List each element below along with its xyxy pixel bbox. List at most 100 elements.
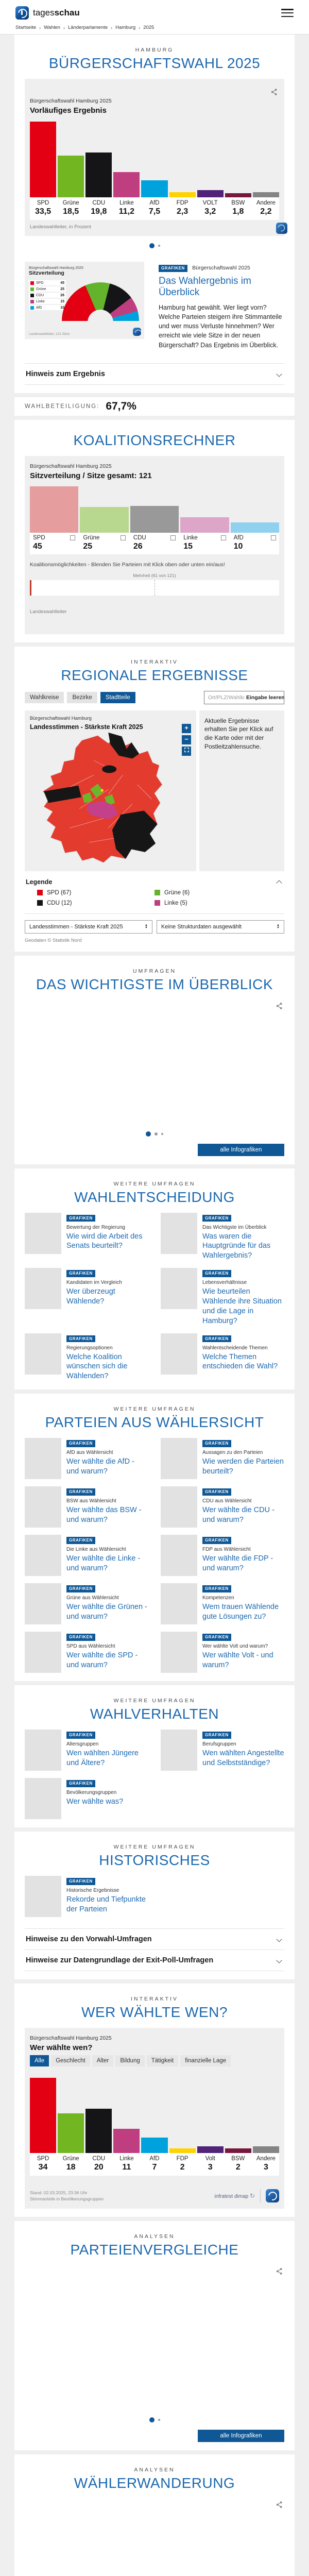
- breadcrumb-item[interactable]: Länderparlamente: [68, 25, 108, 30]
- teaser-headline[interactable]: Wen wählten Jüngere und Ältere?: [66, 1749, 139, 1767]
- coalition-bar[interactable]: [130, 505, 179, 533]
- teaser-headline[interactable]: Wer wählte die Linke - und warum?: [66, 1554, 141, 1572]
- result-bar[interactable]: [252, 192, 279, 197]
- teaser-headline[interactable]: Wie wird die Arbeit des Senats beurteilt…: [66, 1232, 143, 1250]
- teaser-thumbnail[interactable]: [161, 1632, 197, 1673]
- zoom-out-button[interactable]: −: [182, 735, 191, 744]
- teaser-headline[interactable]: Wer wählte die CDU - und warum?: [202, 1506, 274, 1524]
- seat-distribution-card[interactable]: Bürgerschaftswahl Hamburg 2025 Sitzverte…: [25, 262, 144, 339]
- chevron-up-icon[interactable]: [276, 880, 282, 886]
- teaser-thumbnail[interactable]: [161, 1212, 197, 1254]
- carousel-dot[interactable]: [161, 1132, 163, 1135]
- www-bar[interactable]: [113, 2128, 140, 2154]
- teaser-headline[interactable]: Was waren die Hauptgründe für das Wahler…: [202, 1232, 271, 1260]
- teaser-thumbnail[interactable]: [161, 1730, 197, 1771]
- coalition-bar[interactable]: [80, 506, 129, 533]
- teaser-thumbnail[interactable]: [25, 1486, 61, 1528]
- coalition-bar[interactable]: [30, 486, 79, 533]
- carousel-dot[interactable]: [149, 243, 154, 248]
- breadcrumb-item[interactable]: Wahlen: [44, 25, 60, 30]
- tab-wahlkreise[interactable]: Wahlkreise: [25, 691, 64, 703]
- party-checkbox[interactable]: [220, 535, 226, 540]
- teaser-thumbnail[interactable]: [25, 1583, 61, 1625]
- teaser-headline[interactable]: Wer wählte die Grünen - und warum?: [66, 1603, 147, 1621]
- teaser-thumbnail[interactable]: [25, 1333, 61, 1375]
- carousel-dot[interactable]: [158, 245, 160, 247]
- www-bar[interactable]: [58, 2113, 84, 2154]
- tab-taetigkeit[interactable]: Tätigkeit: [146, 2055, 179, 2067]
- clear-input-button[interactable]: Eingabe leeren: [246, 694, 285, 701]
- map-reset-button[interactable]: [182, 746, 191, 756]
- tab-alle[interactable]: Alle: [30, 2055, 49, 2067]
- teaser-headline[interactable]: Wen wählten Angestellte und Selbstständi…: [202, 1749, 284, 1767]
- teaser-thumbnail[interactable]: [25, 1438, 61, 1480]
- accordion-vorwahl-umfragen[interactable]: Hinweise zu den Vorwahl-Umfragen: [25, 1928, 284, 1950]
- hamburger-menu-icon[interactable]: [281, 9, 294, 17]
- teaser-thumbnail[interactable]: [25, 1535, 61, 1577]
- share-icon[interactable]: [276, 2501, 283, 2509]
- coalition-bar[interactable]: [230, 522, 280, 533]
- party-checkbox[interactable]: [271, 535, 277, 540]
- result-bar[interactable]: [169, 192, 196, 197]
- tagesschau-logo[interactable]: tagesschau: [15, 6, 80, 20]
- tab-alter[interactable]: Alter: [92, 2055, 114, 2067]
- coalition-bar[interactable]: [180, 517, 229, 533]
- teaser-thumbnail[interactable]: [161, 1535, 197, 1577]
- carousel-dot[interactable]: [154, 1132, 158, 1136]
- teaser-headline[interactable]: Wer wählte Volt - und warum?: [202, 1651, 273, 1669]
- www-bar[interactable]: [225, 2148, 251, 2154]
- teaser-thumbnail[interactable]: [25, 1212, 61, 1254]
- teaser-thumbnail[interactable]: [25, 1876, 61, 1918]
- www-bar[interactable]: [252, 2146, 279, 2154]
- accordion-result-note[interactable]: Hinweis zum Ergebnis: [25, 363, 284, 385]
- teaser-headline[interactable]: Wer überzeugt Wählende?: [66, 1287, 115, 1306]
- teaser-thumbnail[interactable]: [25, 1632, 61, 1673]
- www-bar[interactable]: [141, 2137, 168, 2154]
- zoom-in-button[interactable]: +: [182, 723, 191, 733]
- map-layer-select[interactable]: Landesstimmen - Stärkste Kraft 2025 ▲ ▼: [25, 920, 152, 934]
- share-icon[interactable]: [276, 1002, 283, 1010]
- www-bar[interactable]: [197, 2146, 224, 2154]
- structure-data-select[interactable]: Keine Strukturdaten ausgewählt ▲ ▼: [157, 920, 284, 934]
- carousel-dot[interactable]: [149, 2417, 154, 2423]
- hamburg-results-map[interactable]: [33, 732, 188, 867]
- result-bar[interactable]: [197, 190, 224, 197]
- share-icon[interactable]: [276, 2267, 283, 2275]
- www-bar[interactable]: [169, 2148, 196, 2154]
- tab-stadtteile[interactable]: Stadtteile: [100, 691, 135, 703]
- party-checkbox[interactable]: [170, 535, 176, 540]
- result-bar[interactable]: [85, 152, 112, 197]
- result-bar[interactable]: [30, 121, 57, 197]
- teaser-headline[interactable]: Welche Themen entschieden die Wahl?: [202, 1352, 278, 1371]
- carousel-dot[interactable]: [146, 1131, 151, 1137]
- www-bar[interactable]: [85, 2109, 112, 2154]
- tab-finanzielle-lage[interactable]: finanzielle Lage: [180, 2055, 231, 2067]
- teaser-thumbnail[interactable]: [25, 1778, 61, 1820]
- teaser-headline[interactable]: Wer wählte die SPD - und warum?: [66, 1651, 138, 1669]
- teaser-headline[interactable]: Wie werden die Parteien beurteilt?: [202, 1458, 284, 1476]
- accordion-exit-poll[interactable]: Hinweise zur Datengrundlage der Exit-Pol…: [25, 1950, 284, 1972]
- teaser-headline[interactable]: Wer wählte die FDP - und warum?: [202, 1554, 273, 1572]
- region-search-input[interactable]: [208, 694, 244, 701]
- result-bar[interactable]: [141, 180, 168, 197]
- carousel-dot[interactable]: [158, 2419, 160, 2421]
- party-checkbox[interactable]: [120, 535, 126, 540]
- tab-geschlecht[interactable]: Geschlecht: [51, 2055, 90, 2067]
- all-infographics-button[interactable]: alle Infografiken: [198, 1143, 284, 1156]
- teaser-headline[interactable]: Wer wählte das BSW - und warum?: [66, 1506, 142, 1524]
- result-bar[interactable]: [225, 193, 251, 197]
- breadcrumb-item[interactable]: Hamburg: [115, 25, 136, 30]
- breadcrumb-item[interactable]: 2025: [143, 25, 154, 30]
- www-bar[interactable]: [30, 2077, 57, 2154]
- teaser-headline[interactable]: Wer wählte die AfD - und warum?: [66, 1458, 134, 1476]
- teaser-headline[interactable]: Rekorde und Tiefpunkte der Parteien: [66, 1895, 146, 1913]
- teaser-headline[interactable]: Das Wahlergebnis im Überblick: [159, 276, 251, 298]
- teaser-thumbnail[interactable]: [161, 1583, 197, 1625]
- all-infographics-button[interactable]: alle Infografiken: [198, 2430, 284, 2443]
- tab-bildung[interactable]: Bildung: [115, 2055, 145, 2067]
- teaser-headline[interactable]: Wer wählte was?: [66, 1798, 124, 1806]
- breadcrumb-item[interactable]: Startseite: [15, 25, 37, 30]
- teaser-thumbnail[interactable]: [161, 1486, 197, 1528]
- tab-bezirke[interactable]: Bezirke: [67, 691, 97, 703]
- teaser-thumbnail[interactable]: [161, 1268, 197, 1310]
